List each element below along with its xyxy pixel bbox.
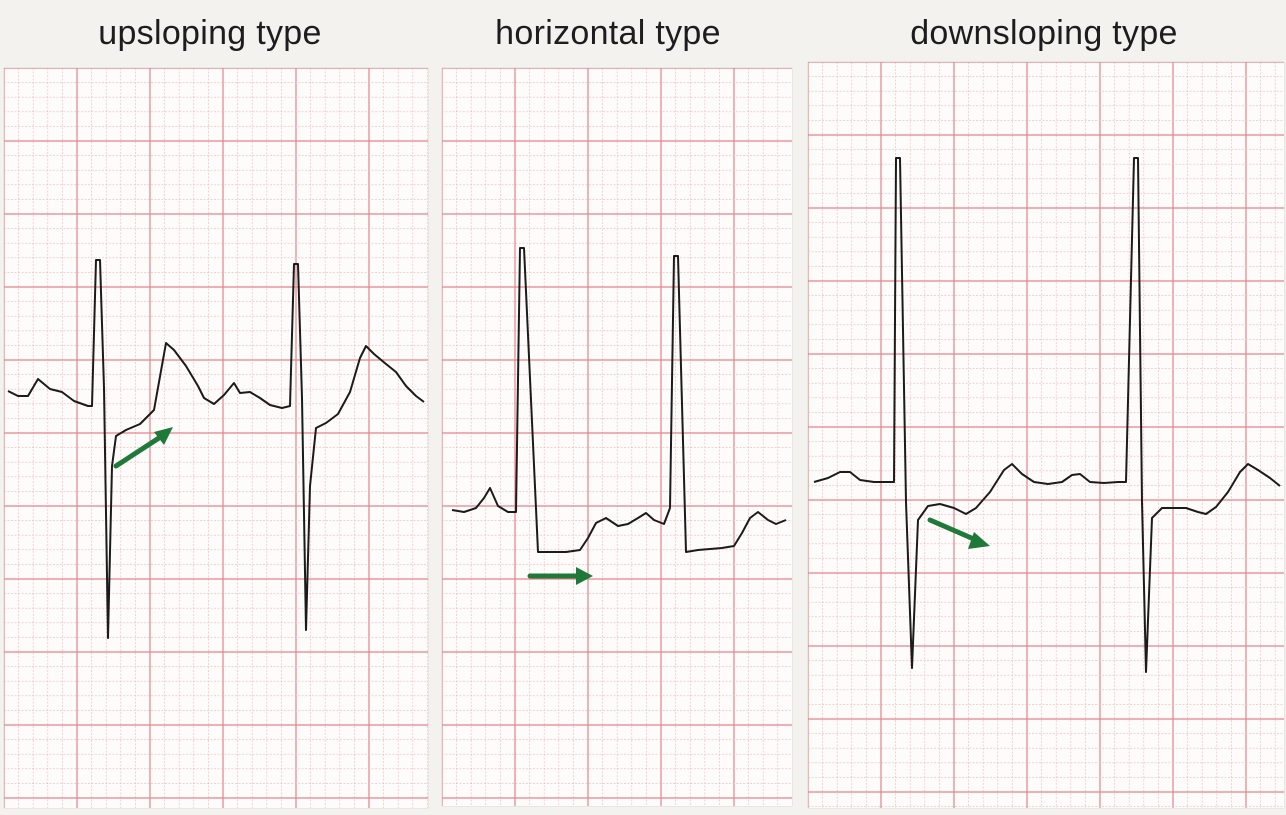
ecg-trace-horizontal <box>451 247 787 553</box>
panel-title-upsloping: upsloping type <box>98 14 322 52</box>
ecg-grid-upsloping <box>4 68 428 808</box>
panel-title-horizontal: horizontal type <box>495 14 721 52</box>
panel-title-downsloping: downsloping type <box>910 14 1178 52</box>
ecg-grid-horizontal <box>442 68 792 806</box>
ecg-strip-horizontal <box>442 68 792 806</box>
ecg-waveform <box>813 157 1281 673</box>
ecg-waveform <box>7 259 425 639</box>
arrow-horizontal <box>527 567 593 585</box>
ecg-waveform <box>451 247 787 553</box>
ecg-trace-downsloping <box>813 157 1281 673</box>
ecg-trace-upsloping <box>7 259 425 639</box>
ecg-strip-downsloping <box>808 62 1284 808</box>
arrow-upsloping <box>113 427 173 469</box>
arrow-downsloping <box>927 517 990 549</box>
ecg-grid-downsloping <box>808 62 1284 808</box>
ecg-strip-upsloping <box>4 68 428 808</box>
